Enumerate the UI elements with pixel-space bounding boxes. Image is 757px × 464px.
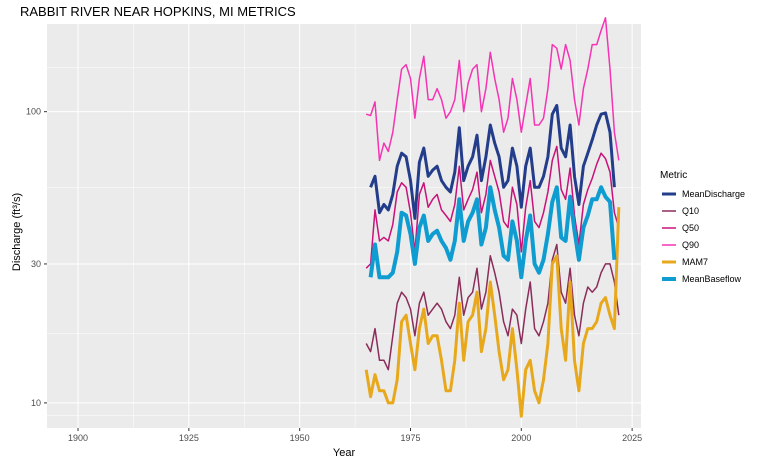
series-line-q10 xyxy=(365,243,620,371)
y-tick-label: 100 xyxy=(26,107,41,117)
legend-label-meandischarge: MeanDischarge xyxy=(682,189,745,199)
x-tick-label: 1925 xyxy=(179,433,199,443)
x-tick-label: 2025 xyxy=(622,433,642,443)
series-line-q50 xyxy=(365,145,620,269)
y-tick-label: 30 xyxy=(31,259,41,269)
x-axis-ticks: 1900 1925 1950 1975 2000 2025 xyxy=(68,428,642,443)
x-axis-label: Year xyxy=(333,447,356,459)
y-axis-ticks: 10 30 100 xyxy=(26,107,47,408)
y-axis-label: Discharge (ft³/s) xyxy=(11,193,23,271)
legend-title: Metric xyxy=(660,170,687,181)
x-tick-label: 1950 xyxy=(290,433,310,443)
grid-lines xyxy=(47,24,641,428)
series-lines xyxy=(364,17,621,418)
x-tick-label: 1900 xyxy=(68,433,88,443)
series-line-mam7 xyxy=(364,207,621,418)
legend-label-q10: Q10 xyxy=(682,206,699,216)
x-tick-label: 2000 xyxy=(511,433,531,443)
series-line-meanbaseflow xyxy=(368,185,617,280)
series-line-q90 xyxy=(365,17,620,162)
legend: Metric MeanDischarge Q10 Q50 Q90 MAM7 MeanBas… xyxy=(660,170,745,284)
series-line-meandischarge xyxy=(369,104,616,220)
plot-panel xyxy=(47,24,641,428)
chart-title: RABBIT RIVER NEAR HOPKINS, MI METRICS xyxy=(20,4,296,19)
legend-label-meanbaseflow: MeanBaseflow xyxy=(682,274,742,284)
legend-label-q50: Q50 xyxy=(682,223,699,233)
legend-label-mam7: MAM7 xyxy=(682,257,708,267)
legend-label-q90: Q90 xyxy=(682,240,699,250)
x-tick-label: 1975 xyxy=(400,433,420,443)
y-tick-label: 10 xyxy=(31,398,41,408)
